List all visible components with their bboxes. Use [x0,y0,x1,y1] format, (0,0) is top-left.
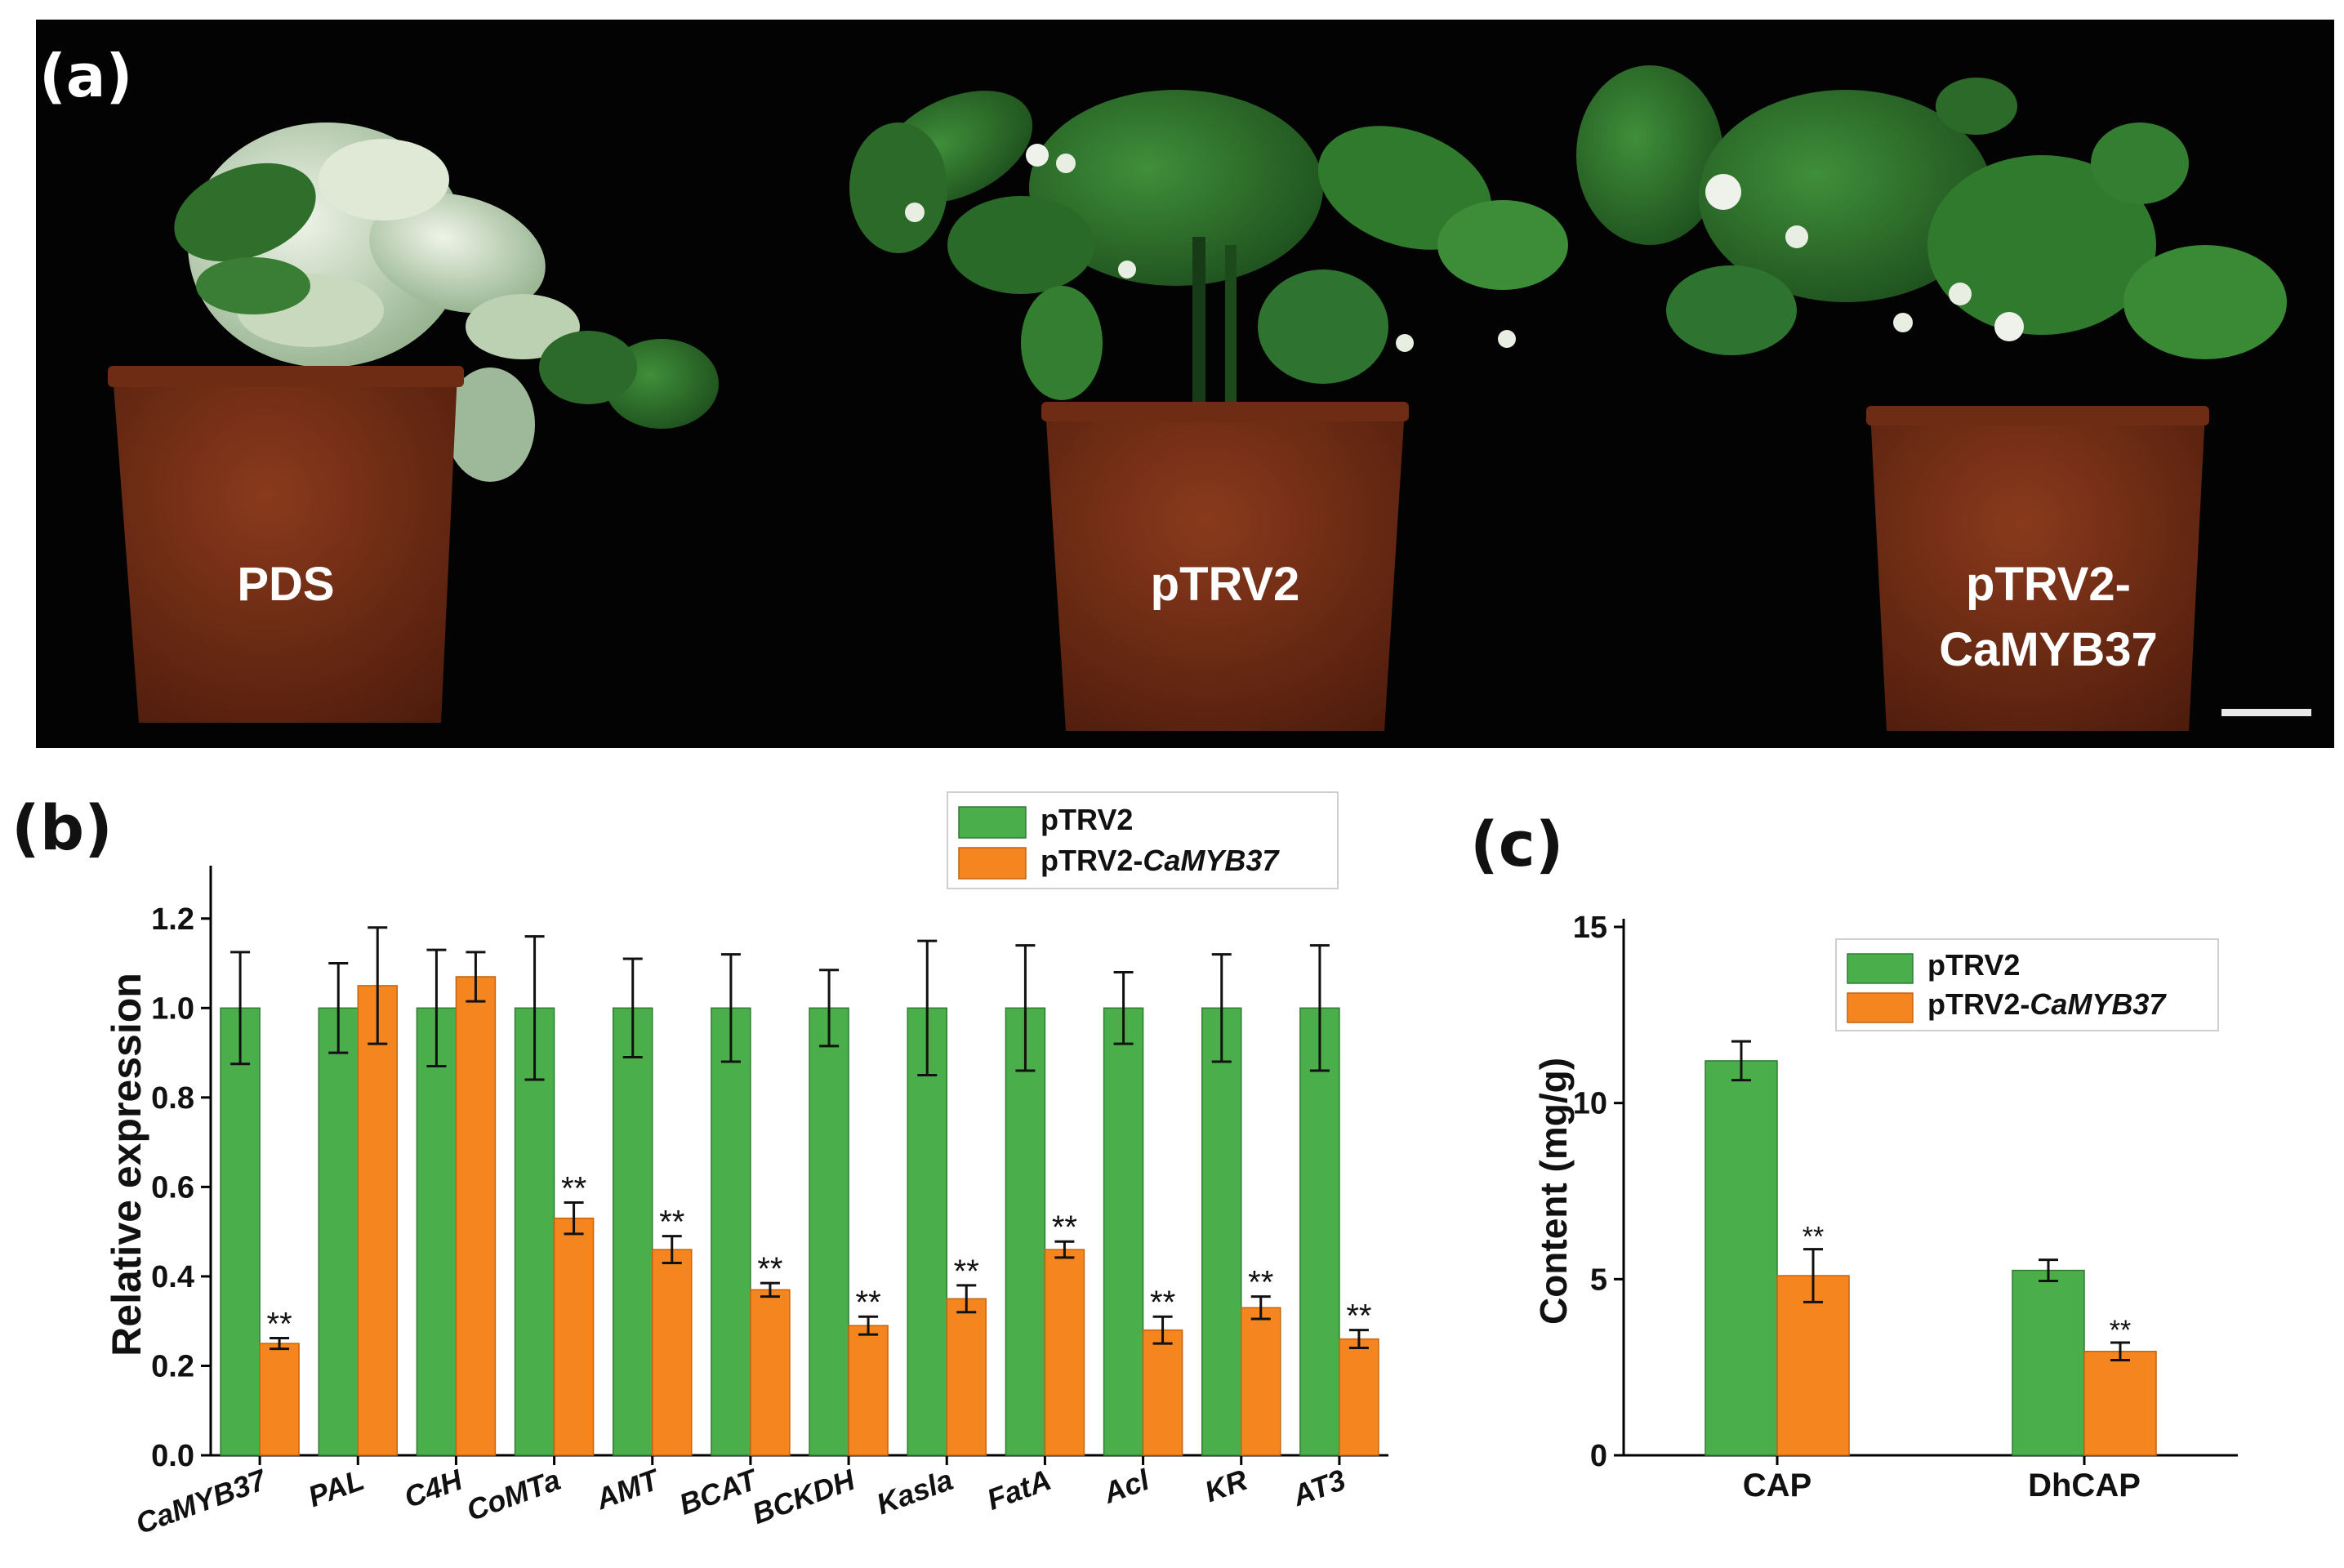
chart-b-significance-marker: ** [1248,1265,1273,1301]
chart-c-significance-marker: ** [1803,1222,1824,1253]
chart-b-bar-camyb37 [946,1298,987,1456]
chart-b-legend-label-prefix: pTRV2- [1041,844,1143,877]
chart-b-bar-camyb37 [1241,1307,1281,1456]
chart-b-significance-marker: ** [856,1285,881,1321]
chart-b-x-tick-label: AMT [590,1462,665,1517]
chart-b-bar-ptrv2 [318,1007,359,1456]
chart-c-x-tick-label: CAP [1743,1468,1811,1503]
chart-b-x-tick-label: BCKDH [748,1463,860,1530]
chart-b-bar-ptrv2 [809,1007,849,1456]
chart-c-legend-label-gene: CaMYB37 [2030,987,2167,1021]
chart-b-significance-marker: ** [1346,1298,1371,1334]
chart-b-x-tick-label: KR [1201,1463,1252,1508]
chart-c-significance-marker: ** [2110,1315,2131,1346]
chart-c-legend-label: pTRV2-CaMYB37 [1927,987,2167,1021]
chart-c-y-tick-label: 10 [1573,1087,1607,1121]
chart-b-y-tick-label: 1.0 [151,991,194,1026]
chart-b-y-tick-label: 0.4 [151,1260,194,1294]
plant-ptrv2-foliage [849,90,1568,408]
panel-a-label: (a) [39,42,132,110]
chart-b-bar-camyb37 [455,976,497,1456]
chart-c-legend-swatch [1847,992,1914,1023]
chart-c-y-tick-label: 15 [1573,911,1607,945]
chart-b-x-tick-label: FatA [983,1463,1055,1517]
chart-c-bar-ptrv2 [2012,1269,2085,1456]
chart-b-y-axis-label: Relative expression [104,973,149,1356]
chart-b-bar-camyb37 [1142,1329,1183,1456]
chart-b-bar-camyb37 [848,1325,889,1456]
chart-b-legend-label: pTRV2 [1041,803,1133,836]
panel-b-label: (b) [11,791,113,864]
chart-c-y-tick-label: 0 [1590,1439,1607,1473]
chart-b-x-tick-label: PAL [304,1463,368,1513]
chart-b-bar-camyb37 [259,1343,300,1456]
chart-b-bar-camyb37 [357,985,398,1456]
chart-b-legend-swatch [958,847,1027,880]
chart-b-bar-camyb37 [1339,1338,1379,1456]
chart-b-y-tick-label: 0.0 [151,1439,194,1473]
chart-c-y-axis-label: Content (mg/g) [1532,1058,1575,1325]
chart-b-legend-label-gene: CaMYB37 [1143,844,1280,877]
chart-b-x-tick-label: Acl [1098,1463,1155,1510]
chart-b-significance-marker: ** [659,1205,684,1241]
plant-ptrv2-pot [1045,408,1405,731]
panel-c-label: (c) [1470,808,1564,880]
chart-b-significance-marker: ** [954,1254,979,1290]
chart-b-legend-swatch [958,806,1027,839]
chart-b-x-tick-label: BCAT [675,1462,763,1521]
chart-b-bar-camyb37 [553,1217,595,1456]
chart-b-y-tick-label: 1.2 [151,902,194,937]
chart-b-x-tick-label: C4H [399,1463,467,1515]
chart-b-significance-marker: ** [1150,1285,1175,1321]
plant-ptrv2-camyb37-label-line2: CaMYB37 [1939,623,2158,676]
plant-pds-foliage [174,122,719,482]
chart-c-bar-ptrv2 [1705,1060,1778,1456]
chart-b-significance-marker: ** [757,1251,782,1287]
chart-b-x-tick-label: Kasla [872,1463,957,1521]
chart-b-x-tick-label: CoMTa [462,1463,565,1527]
plant-ptrv2-camyb37-label-line1: pTRV2- [1966,558,2131,611]
chart-b-bar-ptrv2 [416,1007,457,1456]
chart-b: 0.0 0.2 0.4 0.6 0.8 1.0 1.2 Relative expression… [104,791,1388,1540]
chart-b-significance-marker: ** [267,1307,292,1343]
chart-b-bar-camyb37 [652,1249,693,1456]
chart-c-bar-camyb37 [2083,1351,2157,1456]
chart-b-y-tick-label: 0.2 [151,1349,194,1383]
plant-pds-label: PDS [237,558,334,611]
chart-b-bar-ptrv2 [907,1007,947,1456]
chart-b-bar-ptrv2 [613,1007,653,1456]
chart-c-legend-label: pTRV2 [1927,948,2020,982]
chart-b-bar-ptrv2 [1201,1007,1242,1456]
chart-b-y-tick-label: 0.8 [151,1081,194,1116]
chart-b-x-tick-label: CaMYB37 [131,1462,272,1540]
chart-b-x-tick-label: AT3 [1287,1463,1349,1512]
chart-b-significance-marker: ** [561,1171,586,1207]
plant-ptrv2-label: pTRV2 [1151,558,1300,611]
chart-b-legend-label: pTRV2-CaMYB37 [1041,844,1280,877]
chart-b-bar-ptrv2 [1299,1007,1340,1456]
chart-b-bar-ptrv2 [1005,1007,1046,1456]
chart-b-bar-ptrv2 [711,1007,751,1456]
panel-a-photo: (a) PDS [36,20,2334,748]
plant-pds: PDS [108,122,719,723]
chart-b-y-tick-label: 0.6 [151,1170,194,1205]
chart-c-legend-label-prefix: pTRV2- [1927,987,2030,1021]
plant-pds-pot [113,374,457,723]
chart-c-x-tick-label: DhCAP [2028,1468,2141,1503]
plant-ptrv2: pTRV2 [849,90,1568,731]
chart-b-bar-ptrv2 [220,1007,261,1456]
chart-b-significance-marker: ** [1052,1209,1077,1245]
scale-bar [2221,709,2311,716]
chart-b-bar-camyb37 [750,1289,791,1456]
plant-ptrv2-camyb37-pot [1870,412,2205,731]
chart-b-bar-camyb37 [1044,1249,1085,1456]
chart-c-y-tick-label: 5 [1590,1263,1607,1297]
plant-ptrv2-camyb37-foliage [1576,65,2287,359]
chart-c-bar-camyb37 [1776,1275,1850,1456]
chart-b-bar-ptrv2 [1103,1007,1144,1456]
plant-ptrv2-camyb37: pTRV2- CaMYB37 [1576,65,2287,731]
chart-c-legend-swatch [1847,953,1914,984]
chart-c: 0 5 10 15 Content (mg/g) ** CAP ** DhCAP pTRV2 pTR… [1532,911,2238,1503]
